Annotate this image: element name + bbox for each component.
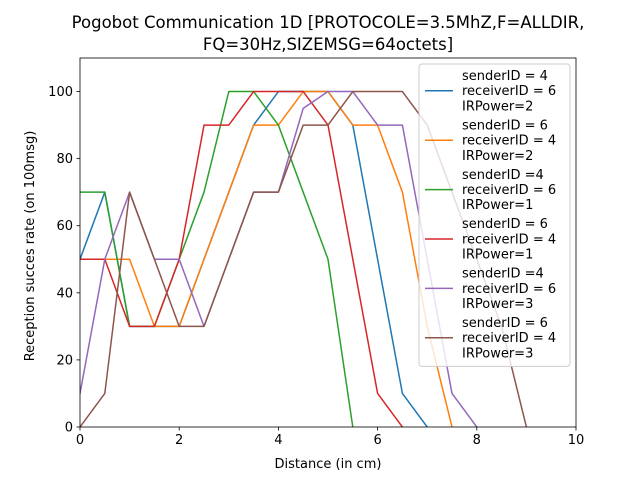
y-tick-label-1: 20	[56, 353, 73, 368]
y-tick-label-2: 40	[56, 286, 73, 301]
series-line-2	[80, 90, 453, 427]
y-tick-label-0: 0	[65, 421, 73, 436]
legend-label-6-line-1: senderID = 6	[462, 316, 548, 331]
x-tick-label-4: 8	[473, 433, 481, 448]
legend-label-4-line-3: IRPower=1	[462, 248, 533, 263]
legend-label-1-line-3: IRPower=2	[462, 99, 533, 114]
legend-label-5-line-1: senderID =4	[462, 267, 544, 282]
y-tick-label-4: 80	[56, 152, 73, 167]
chart-title-line-1: Pogobot Communication 1D [PROTOCOLE=3.5M…	[72, 13, 585, 32]
legend-label-4-line-2: receiverID = 4	[462, 232, 556, 247]
legend-label-3-line-1: senderID =4	[462, 168, 544, 183]
x-axis-label: Distance (in cm)	[275, 457, 382, 472]
legend-label-5-line-3: IRPower=3	[462, 297, 533, 312]
series-line-4	[80, 90, 404, 427]
legend-box	[418, 63, 571, 367]
legend-label-3-line-3: IRPower=1	[462, 198, 533, 213]
x-tick-label-3: 6	[373, 433, 381, 448]
chart-title: Pogobot Communication 1D [PROTOCOLE=3.5M…	[72, 13, 585, 54]
legend-label-5-line-2: receiverID = 6	[462, 282, 556, 297]
y-axis-label: Reception succes rate (on 100msg)	[23, 131, 38, 362]
legend-label-2-line-3: IRPower=2	[462, 149, 533, 164]
x-tick-label-2: 4	[274, 433, 282, 448]
y-tick-label-3: 60	[56, 219, 73, 234]
legend-label-6-line-2: receiverID = 4	[462, 331, 556, 346]
x-tick-label-1: 2	[175, 433, 183, 448]
legend-label-1-line-1: senderID = 4	[462, 69, 548, 84]
legend-label-6-line-3: IRPower=3	[462, 346, 533, 361]
legend-label-2-line-2: receiverID = 4	[462, 134, 556, 149]
y-tick-label-5: 100	[48, 85, 73, 100]
axes-frame	[79, 57, 577, 428]
x-tick-label-0: 0	[76, 433, 84, 448]
chart-title-line-2: FQ=30Hz,SIZEMSG=64octets]	[203, 35, 453, 54]
legend-label-3-line-2: receiverID = 6	[462, 183, 556, 198]
legend-label-1-line-2: receiverID = 6	[462, 84, 556, 99]
series-line-3	[80, 90, 354, 427]
legend-label-2-line-1: senderID = 6	[462, 118, 548, 133]
x-tick-label-5: 10	[568, 433, 585, 448]
legend-label-4-line-1: senderID = 6	[462, 217, 548, 232]
